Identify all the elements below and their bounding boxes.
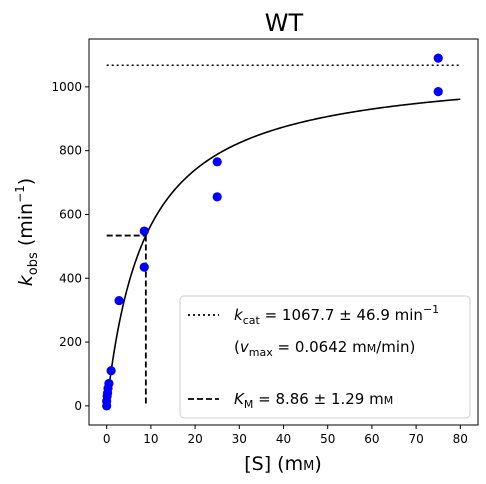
legend-box bbox=[179, 295, 471, 419]
legend-vmax-v: v bbox=[240, 338, 250, 356]
legend-km-label: KM = 8.86 ± 1.29 mM bbox=[234, 390, 393, 411]
y-axis-label-sub: obs bbox=[26, 252, 41, 275]
data-point bbox=[106, 366, 116, 376]
x-tick-label: 70 bbox=[408, 432, 423, 446]
data-point bbox=[212, 157, 222, 167]
y-axis-label-close: ) bbox=[15, 178, 37, 185]
y-axis-label-exp: −1 bbox=[13, 185, 27, 203]
y-tick-label: 400 bbox=[59, 271, 82, 285]
x-axis-label: [S] (mM) bbox=[244, 453, 322, 475]
legend-kcat-label: kcat = 1067.7 ± 46.9 min−1 bbox=[234, 303, 439, 327]
legend-kcat-exp: −1 bbox=[423, 303, 439, 316]
data-point bbox=[433, 87, 443, 97]
y-axis-label-unit: (min bbox=[15, 203, 37, 252]
x-tick-label: 30 bbox=[232, 432, 247, 446]
legend-vmax-unit: M bbox=[367, 342, 377, 355]
data-point bbox=[433, 53, 443, 63]
legend-vmax-value: = 0.0642 m bbox=[273, 338, 367, 356]
legend-km-k: K bbox=[234, 390, 245, 408]
data-point bbox=[139, 226, 149, 236]
legend: kcat = 1067.7 ± 46.9 min−1 (vmax = 0.064… bbox=[179, 295, 471, 419]
data-point bbox=[104, 378, 114, 389]
legend-km-unit: M bbox=[384, 394, 394, 407]
data-point bbox=[114, 295, 124, 306]
y-axis-label-k: k bbox=[15, 274, 37, 286]
legend-kcat-sub: cat bbox=[243, 314, 261, 327]
chart-series bbox=[102, 53, 461, 411]
data-point bbox=[212, 192, 222, 202]
x-tick-label: 50 bbox=[320, 432, 335, 446]
x-tick-label: 80 bbox=[453, 432, 468, 446]
y-axis-label: kobs (min−1) bbox=[13, 178, 41, 286]
x-tick-label: 40 bbox=[276, 432, 291, 446]
legend-kcat-value: = 1067.7 ± 46.9 min bbox=[260, 306, 423, 324]
x-axis-label-suffix: ) bbox=[314, 453, 321, 475]
x-axis-label-unit: M bbox=[303, 459, 314, 474]
y-tick-label: 0 bbox=[74, 399, 82, 413]
x-tick-label: 0 bbox=[103, 432, 111, 446]
fit-curve bbox=[105, 98, 461, 406]
x-tick-label: 10 bbox=[143, 432, 158, 446]
y-tick-label: 1000 bbox=[51, 80, 82, 94]
x-axis-label-prefix: [S] (m bbox=[244, 453, 303, 475]
legend-vmax-open: ( bbox=[234, 338, 240, 356]
legend-vmax-sub: max bbox=[249, 346, 273, 359]
y-tick-label: 200 bbox=[59, 335, 82, 349]
legend-km-sub: M bbox=[244, 398, 254, 411]
legend-vmax-label: (vmax = 0.0642 mM/min) bbox=[234, 338, 415, 359]
legend-km-value: = 8.86 ± 1.29 m bbox=[253, 390, 383, 408]
legend-vmax-close: /min) bbox=[376, 338, 415, 356]
x-tick-label: 20 bbox=[187, 432, 202, 446]
legend-kcat-k: k bbox=[234, 306, 244, 324]
y-tick-label: 600 bbox=[59, 207, 82, 221]
y-tick-label: 800 bbox=[59, 144, 82, 158]
chart-title: WT bbox=[265, 9, 304, 37]
x-tick-label: 60 bbox=[364, 432, 379, 446]
data-point bbox=[139, 262, 149, 272]
